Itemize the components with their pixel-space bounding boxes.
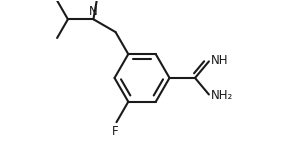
- Text: NH: NH: [211, 54, 229, 67]
- Text: N: N: [89, 5, 98, 18]
- Text: NH₂: NH₂: [211, 89, 234, 102]
- Text: F: F: [112, 125, 119, 138]
